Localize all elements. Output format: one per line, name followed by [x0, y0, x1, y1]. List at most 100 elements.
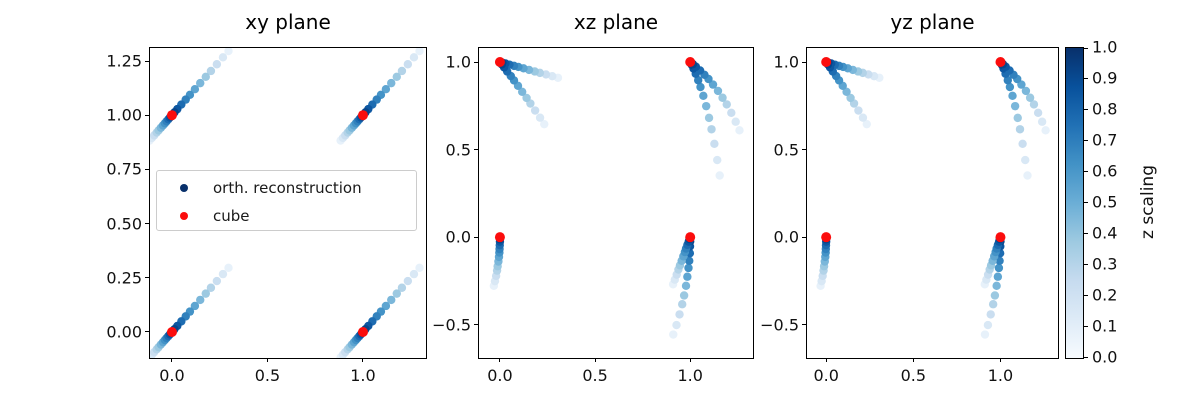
recon-point — [858, 113, 868, 122]
cube-point — [166, 326, 177, 337]
x-axis-tick — [171, 358, 173, 362]
colorbar-tick-label: 0.0 — [1092, 347, 1118, 367]
colorbar-tick-label: 0.7 — [1092, 130, 1118, 150]
cube-point — [995, 232, 1006, 243]
recon-point — [1018, 139, 1027, 149]
recon-point — [980, 330, 990, 339]
y-tick-label: 0.5 — [773, 140, 799, 160]
cube-point — [685, 57, 696, 68]
recon-point — [694, 76, 703, 85]
recon-point — [212, 60, 222, 69]
recon-point — [403, 60, 413, 69]
y-tick-label: −0.5 — [760, 315, 799, 335]
y-axis-tick — [474, 149, 478, 151]
subplot-xy-plane: xy plane orth. reconstruction cube 0.0 0.… — [106, 10, 427, 385]
x-tick-label: 0.0 — [159, 366, 185, 385]
recon-point — [707, 125, 716, 134]
y-axis-tick — [802, 149, 806, 151]
recon-point — [409, 53, 419, 62]
recon-point — [1008, 91, 1017, 101]
recon-point — [986, 310, 995, 319]
recon-point — [713, 86, 723, 96]
cube-point — [995, 57, 1006, 68]
colorbar-gradient — [1065, 47, 1084, 359]
recon-point — [854, 106, 863, 115]
x-axis-tick — [689, 358, 691, 362]
subplot-xz-title: xz plane — [573, 10, 659, 34]
y-axis-tick — [802, 61, 806, 63]
legend: orth. reconstruction cube — [156, 170, 417, 231]
x-axis-tick — [825, 358, 827, 362]
x-axis-tick — [594, 358, 596, 362]
colorbar-tick — [1084, 356, 1088, 358]
plot-area-yz — [816, 57, 1050, 339]
recon-point — [701, 101, 711, 111]
colorbar-tick-label: 0.2 — [1092, 285, 1118, 305]
recon-point — [684, 263, 693, 273]
recon-point — [381, 84, 391, 94]
legend-label-orth-reconstruction: orth. reconstruction — [213, 179, 362, 197]
x-axis-tick — [912, 358, 914, 362]
y-tick-label: 1.0 — [445, 52, 471, 72]
y-axis-tick — [474, 324, 478, 326]
y-axis-tick — [474, 61, 478, 63]
y-tick-label: 0.0 — [773, 227, 799, 247]
y-axis-tick — [145, 168, 149, 170]
cube-point — [494, 57, 505, 68]
recon-point — [988, 300, 998, 309]
x-tick-label: 0.5 — [582, 366, 608, 385]
reconstruction-marker-icon — [180, 184, 188, 192]
y-tick-label: 0.0 — [445, 227, 471, 247]
plot-area-xz — [489, 57, 744, 339]
recon-point — [224, 263, 233, 273]
recon-point — [206, 283, 216, 292]
recon-point — [983, 320, 993, 330]
y-tick-label: 1.25 — [106, 51, 142, 71]
colorbar-tick — [1084, 202, 1088, 203]
x-tick-label: 0.0 — [813, 366, 839, 385]
recon-point — [718, 93, 727, 102]
recon-point — [201, 72, 210, 82]
y-tick-label: 0.25 — [106, 268, 142, 288]
recon-point — [731, 117, 740, 126]
y-tick-label: 1.00 — [106, 105, 142, 125]
cube-point — [357, 326, 368, 337]
x-axis-tick — [266, 358, 268, 362]
colorbar: z scaling 1.0 0.9 0.8 0.7 0.6 0.5 0.4 0.3 0.2 0.1… — [1065, 38, 1158, 367]
y-tick-label: 0.75 — [106, 159, 142, 179]
colorbar-tick — [1084, 264, 1088, 265]
recon-point — [1023, 171, 1032, 180]
recon-point — [415, 48, 424, 56]
recon-point — [1005, 82, 1015, 92]
colorbar-tick-label: 0.9 — [1092, 68, 1118, 88]
recon-point — [415, 263, 424, 273]
recon-point — [1041, 126, 1050, 135]
x-tick-label: 1.0 — [677, 366, 703, 385]
recon-point — [190, 301, 200, 311]
recon-point — [681, 281, 691, 291]
colorbar-tick-label: 1.0 — [1092, 37, 1118, 57]
x-tick-label: 0.5 — [900, 366, 927, 385]
recon-point — [696, 82, 705, 92]
recon-point — [1021, 155, 1030, 165]
y-axis-tick — [145, 60, 149, 62]
recon-point — [381, 301, 391, 311]
colorbar-tick — [1084, 140, 1088, 141]
recon-point — [196, 295, 205, 305]
colorbar-tick-label: 0.8 — [1092, 99, 1118, 119]
recon-point — [1021, 86, 1031, 96]
colorbar-tick-label: 0.5 — [1092, 192, 1118, 212]
recon-point — [994, 263, 1004, 273]
colorbar-tick — [1084, 78, 1088, 79]
recon-point — [713, 155, 722, 165]
y-tick-label: 1.0 — [773, 52, 799, 72]
recon-point — [517, 87, 527, 96]
recon-point — [678, 300, 687, 309]
recon-point — [710, 139, 719, 149]
recon-point — [392, 72, 401, 82]
recon-point — [842, 87, 851, 96]
recon-point — [522, 93, 531, 103]
colorbar-tick-label: 0.4 — [1092, 223, 1118, 243]
colorbar-tick-label: 0.3 — [1092, 254, 1118, 274]
